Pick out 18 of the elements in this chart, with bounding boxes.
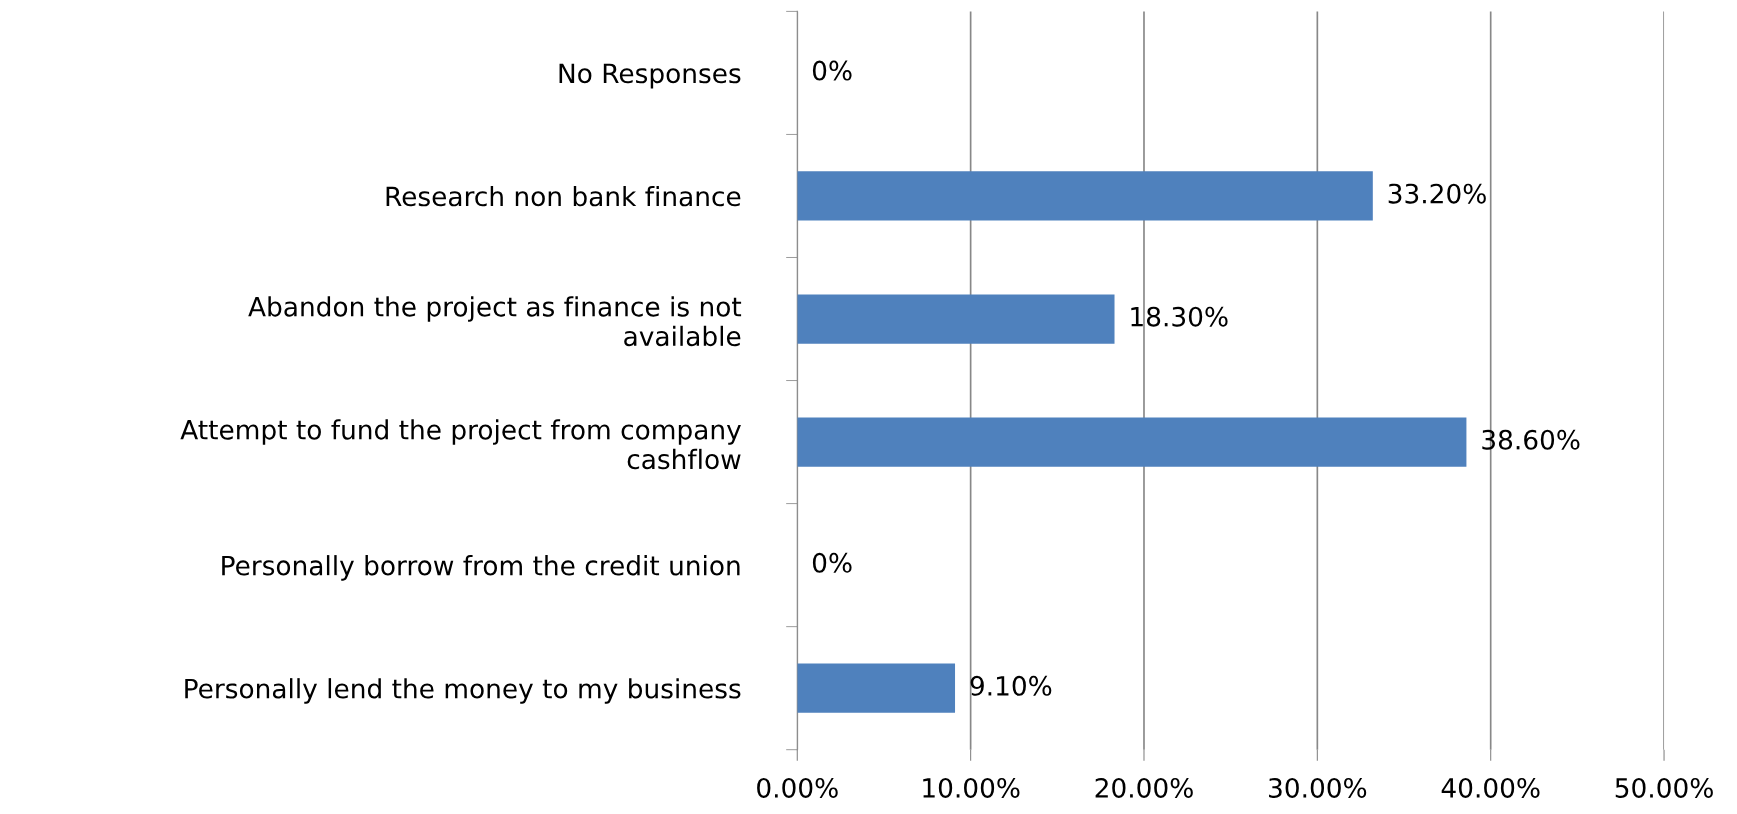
y-tick-label: Personally borrow from the credit union (222, 555, 740, 581)
x-tick-label: 30.00% (1269, 777, 1367, 798)
data-label: 33.20% (1388, 183, 1486, 204)
x-tick-label: 10.00% (923, 777, 1020, 798)
x-tick-label: 40.00% (1441, 777, 1540, 798)
data-label: 18.30% (1131, 306, 1228, 327)
y-tick-label: No Responses (559, 63, 741, 89)
y-tick-label: Personally lend the money to my business (185, 678, 741, 704)
y-tick-label: Abandon the project as finance is not available (248, 296, 742, 347)
data-label: 0% (812, 552, 852, 573)
data-label: 9.10% (970, 675, 1052, 696)
y-tick-label: Research non bank finance (386, 185, 741, 207)
data-label: 0% (812, 60, 852, 81)
x-tick-label: 50.00% (1615, 777, 1713, 798)
data-label: 38.60% (1482, 429, 1580, 450)
x-tick-label: 0.00% (757, 777, 838, 798)
y-tick-label: Attempt to fund the project from company cashflow (180, 419, 741, 470)
x-tick-label: 20.00% (1095, 777, 1193, 798)
